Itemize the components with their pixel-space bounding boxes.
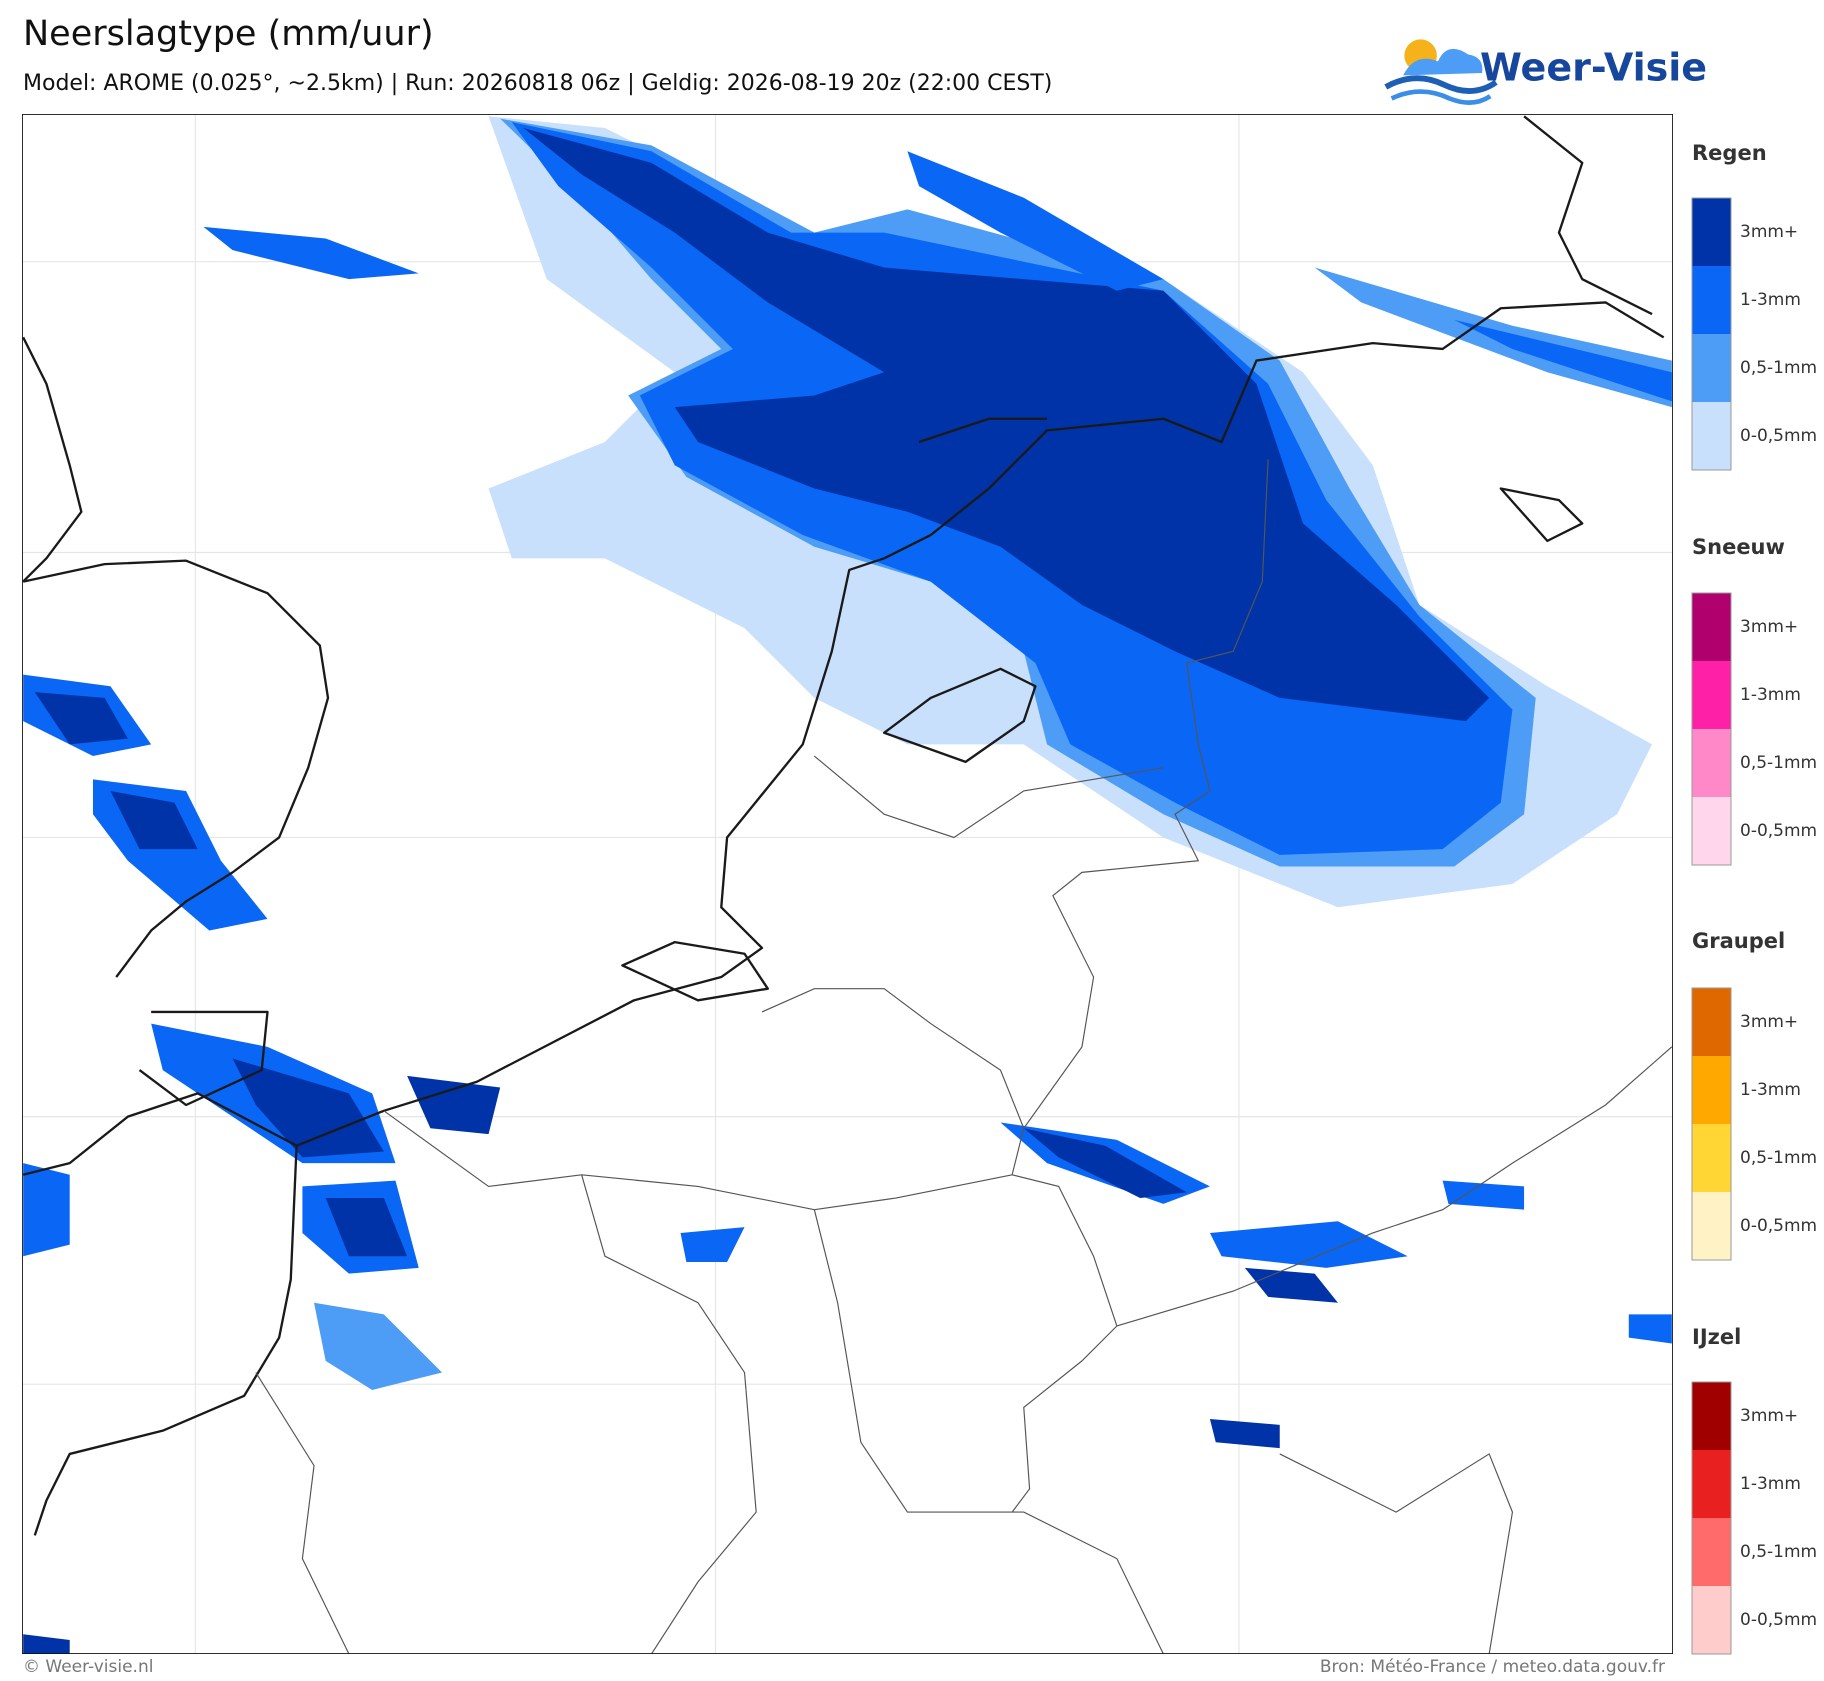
legend-swatch xyxy=(1692,1450,1731,1518)
legend-label: 0-0,5mm xyxy=(1740,426,1817,446)
legend-swatch xyxy=(1692,1056,1731,1124)
legend-heading: IJzel xyxy=(1692,1325,1741,1349)
legend-frame xyxy=(1691,592,1732,866)
borders xyxy=(255,459,1673,1654)
legend: Regen 3mm+ 1-3mm 0,5-1mm 0-0,5mm Sneeuw 3mm+ 1-… xyxy=(1691,141,1817,1655)
legend-swatch xyxy=(1692,266,1731,334)
legend-label: 3mm+ xyxy=(1740,1012,1798,1032)
legend-label: 3mm+ xyxy=(1740,617,1798,637)
legend-swatch xyxy=(1692,402,1731,470)
legend-swatch xyxy=(1692,1124,1731,1192)
legend-label: 1-3mm xyxy=(1740,290,1801,310)
legend-swatch xyxy=(1692,729,1731,797)
legend-swatch xyxy=(1692,198,1731,266)
legend-label: 0,5-1mm xyxy=(1740,1148,1817,1168)
legend-label: 3mm+ xyxy=(1740,222,1798,242)
legend-frame xyxy=(1691,197,1732,471)
legend-label: 0,5-1mm xyxy=(1740,753,1817,773)
legend-label: 0,5-1mm xyxy=(1740,1542,1817,1562)
logo-text: Weer-Visie xyxy=(1480,46,1707,90)
legend-swatch xyxy=(1692,334,1731,402)
coastlines xyxy=(22,115,1665,1536)
legend-label: 3mm+ xyxy=(1740,1406,1798,1426)
legend-frame xyxy=(1691,1381,1732,1655)
logo-icon xyxy=(1384,39,1498,105)
legend-swatch xyxy=(1692,1192,1731,1260)
footer-left: © Weer-visie.nl xyxy=(23,1657,153,1677)
legend-swatch xyxy=(1692,661,1731,729)
legend-swatch xyxy=(1692,1382,1731,1450)
legend-swatch xyxy=(1692,1586,1731,1654)
legend-label: 0-0,5mm xyxy=(1740,1610,1817,1630)
legend-swatch xyxy=(1692,988,1731,1056)
legend-label: 1-3mm xyxy=(1740,1474,1801,1494)
logo: Weer-Visie xyxy=(1384,39,1707,105)
legend-heading: Graupel xyxy=(1692,929,1785,953)
legend-swatch xyxy=(1692,593,1731,661)
legend-label: 0,5-1mm xyxy=(1740,358,1817,378)
footer-right: Bron: Météo-France / meteo.data.gouv.fr xyxy=(1320,1657,1665,1677)
precipitation xyxy=(23,116,1672,1654)
legend-frame xyxy=(1691,987,1732,1261)
map xyxy=(22,114,1673,1654)
legend-label: 0-0,5mm xyxy=(1740,1216,1817,1236)
legend-label: 1-3mm xyxy=(1740,685,1801,705)
legend-swatch xyxy=(1692,797,1731,865)
legend-heading: Sneeuw xyxy=(1692,535,1785,559)
title: Neerslagtype (mm/uur) xyxy=(23,14,434,54)
legend-label: 1-3mm xyxy=(1740,1080,1801,1100)
legend-swatch xyxy=(1692,1518,1731,1586)
legend-label: 0-0,5mm xyxy=(1740,821,1817,841)
subtitle: Model: AROME (0.025°, ~2.5km) | Run: 202… xyxy=(23,71,1052,96)
legend-heading: Regen xyxy=(1692,141,1767,165)
